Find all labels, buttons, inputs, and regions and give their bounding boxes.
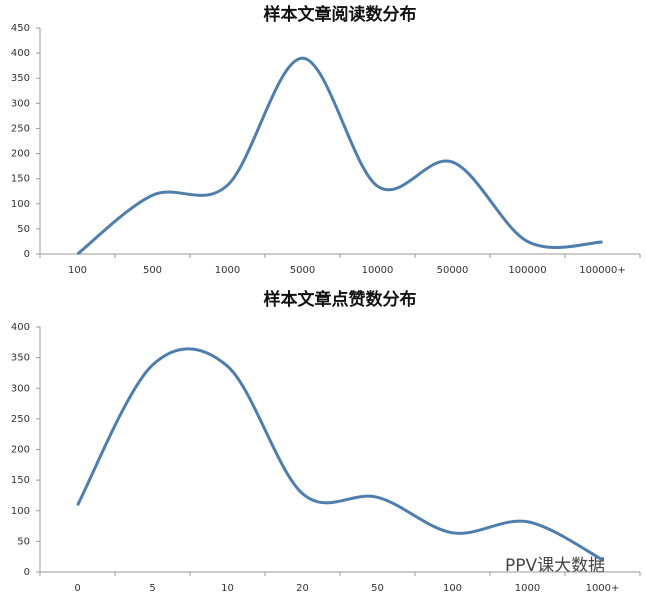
line-series [76, 56, 603, 256]
x-tick-label: 1000 [215, 265, 240, 276]
y-tick-label: 100 [11, 199, 30, 210]
y-tick-label: 350 [11, 353, 30, 364]
line-series [76, 347, 604, 562]
y-tick-label: 350 [11, 73, 30, 84]
y-tick-label: 0 [24, 567, 30, 578]
y-tick-label: 200 [11, 445, 30, 456]
x-tick-label: 100 [443, 583, 462, 594]
chart-title: 样本文章点赞数分布 [264, 289, 417, 310]
y-tick-label: 150 [11, 174, 30, 185]
x-tick-label: 5 [149, 583, 155, 594]
y-tick-label: 250 [11, 414, 30, 425]
chart-title: 样本文章阅读数分布 [264, 4, 417, 25]
y-tick-label: 50 [17, 224, 30, 235]
y-tick-label: 0 [24, 249, 30, 260]
y-tick-label: 200 [11, 149, 30, 160]
x-tick-label: 500 [143, 265, 162, 276]
x-tick-label: 10 [221, 583, 234, 594]
x-tick-label: 50 [371, 583, 384, 594]
x-tick-label: 5000 [290, 265, 315, 276]
y-tick-label: 300 [11, 98, 30, 109]
y-tick-label: 100 [11, 506, 30, 517]
y-tick-label: 300 [11, 383, 30, 394]
y-tick-label: 150 [11, 475, 30, 486]
y-tick-label: 400 [11, 322, 30, 333]
x-tick-label: 1000+ [586, 583, 620, 594]
x-tick-label: 0 [74, 583, 80, 594]
x-tick-label: 20 [296, 583, 309, 594]
y-tick-label: 400 [11, 48, 30, 59]
watermark: PPV课大数据 [505, 556, 605, 576]
x-tick-label: 50000 [437, 265, 469, 276]
x-tick-label: 100000+ [579, 265, 626, 276]
x-tick-label: 1000 [515, 583, 540, 594]
x-tick-label: 10000 [362, 265, 394, 276]
x-tick-label: 100000 [508, 265, 546, 276]
y-tick-label: 50 [17, 536, 30, 547]
y-tick-label: 450 [11, 23, 30, 34]
y-tick-label: 250 [11, 123, 30, 134]
x-tick-label: 100 [68, 265, 87, 276]
